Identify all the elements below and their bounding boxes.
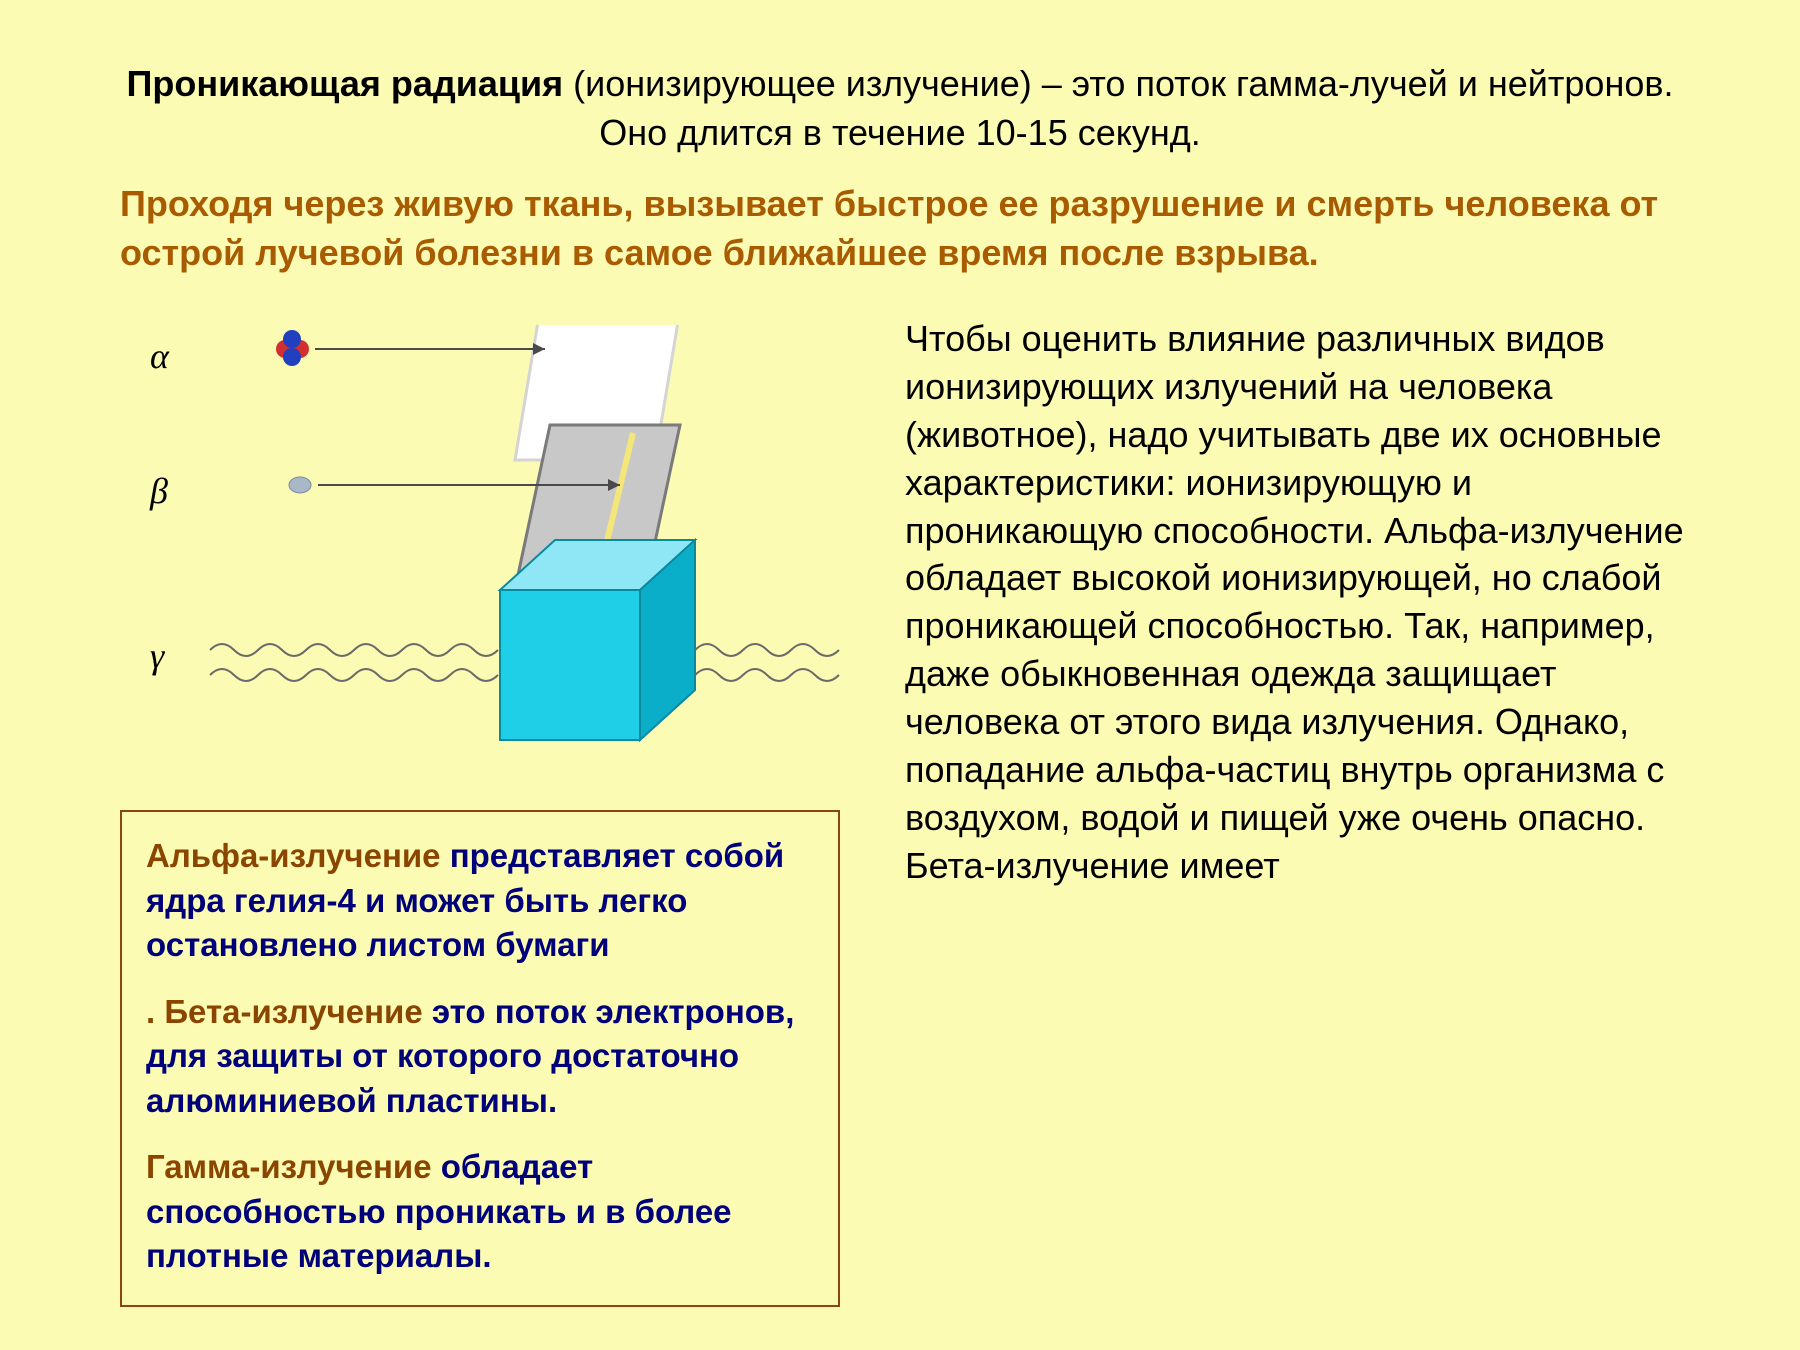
radiation-diagram: α β γ: [150, 325, 870, 775]
beta-particle-icon: [289, 477, 311, 493]
alpha-arrow-icon: [315, 343, 545, 355]
gamma-paragraph: Гамма-излучение обладает способностью пр…: [146, 1145, 814, 1279]
alpha-term: Альфа-излучение: [146, 837, 441, 874]
alpha-label: α: [150, 335, 169, 377]
alpha-particle-icon: [276, 330, 309, 366]
info-box: Альфа-излучение представляет собой ядра …: [120, 810, 840, 1307]
alpha-paragraph: Альфа-излучение представляет собой ядра …: [146, 834, 814, 968]
title-bold: Проникающая радиация: [127, 63, 564, 104]
beta-paragraph: . Бета-излучение это поток электронов, д…: [146, 990, 814, 1124]
subtitle: Проходя через живую ткань, вызывает быст…: [120, 180, 1680, 277]
diagram-svg: [150, 325, 870, 775]
title-rest: (ионизирующее излучение) – это поток гам…: [563, 63, 1673, 153]
beta-label: β: [150, 470, 168, 512]
concrete-cube-icon: [500, 540, 695, 740]
right-column-text: Чтобы оценить влияние различных видов ио…: [905, 315, 1695, 890]
gamma-term: Гамма-излучение: [146, 1148, 432, 1185]
beta-term: . Бета-излучение: [146, 993, 423, 1030]
title: Проникающая радиация (ионизирующее излуч…: [100, 60, 1700, 157]
gamma-label: γ: [150, 635, 164, 677]
